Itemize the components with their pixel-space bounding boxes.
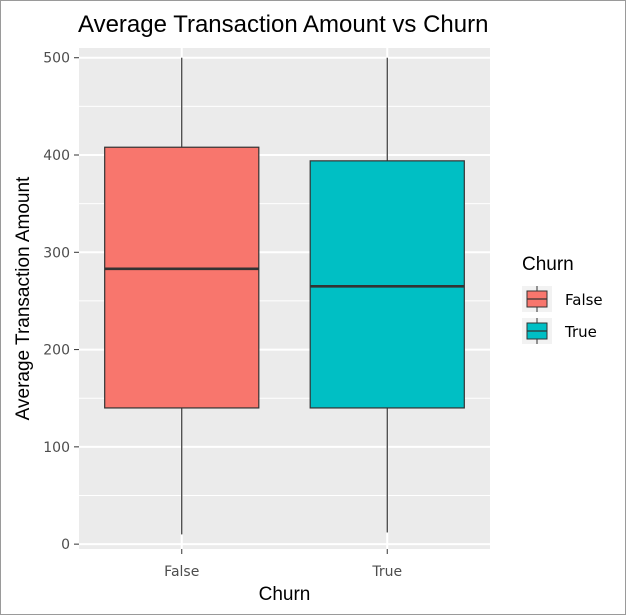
legend-key-true <box>522 318 552 344</box>
box-false <box>104 57 260 535</box>
box-iqr <box>309 160 465 409</box>
x-tick-label: False <box>164 564 199 580</box>
legend-label: True <box>564 323 597 341</box>
box-true <box>309 57 465 533</box>
y-tick-label: 300 <box>43 245 70 261</box>
x-axis-title: Churn <box>259 584 311 605</box>
y-axis-title: Average Transaction Amount <box>13 176 34 420</box>
x-tick-label: True <box>371 564 402 580</box>
legend-title: Churn <box>522 254 574 275</box>
legend-label: False <box>565 291 603 309</box>
y-tick-label: 200 <box>43 343 70 359</box>
x-axis: False True <box>164 549 402 580</box>
boxes <box>104 57 465 535</box>
y-tick-label: 0 <box>61 537 70 553</box>
legend: Churn False True <box>522 254 603 344</box>
chart-title: Average Transaction Amount vs Churn <box>78 11 488 38</box>
y-axis: 0 100 200 300 400 500 <box>43 51 79 553</box>
y-tick-label: 400 <box>43 148 70 164</box>
y-tick-label: 100 <box>43 440 70 456</box>
box-iqr <box>104 146 260 409</box>
y-tick-label: 500 <box>43 51 70 67</box>
legend-key-false <box>522 286 552 312</box>
